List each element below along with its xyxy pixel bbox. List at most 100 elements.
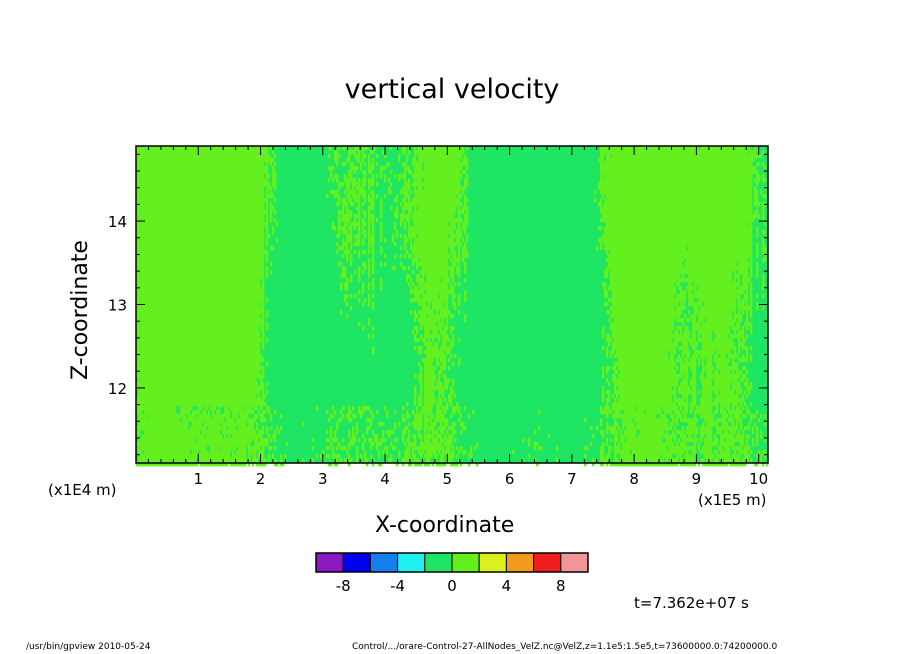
heatmap-cell	[186, 282, 189, 287]
heatmap-cell	[214, 310, 217, 315]
heatmap-cell	[210, 202, 213, 207]
heatmap-cell	[184, 274, 187, 279]
heatmap-cell	[224, 410, 227, 415]
heatmap-cell	[238, 318, 241, 323]
heatmap-cell	[186, 322, 189, 327]
heatmap-cell	[148, 302, 151, 307]
heatmap-cell	[212, 222, 215, 227]
heatmap-cell	[230, 378, 233, 383]
heatmap-cell	[212, 226, 215, 231]
heatmap-cell	[192, 314, 195, 319]
heatmap-cell	[178, 266, 181, 271]
heatmap-cell	[190, 282, 193, 287]
heatmap-cell	[220, 438, 223, 443]
heatmap-cell	[224, 266, 227, 271]
heatmap-cell	[200, 190, 203, 195]
heatmap-cell	[152, 338, 155, 343]
heatmap-cell	[192, 270, 195, 275]
heatmap-cell	[138, 350, 141, 355]
heatmap-cell	[242, 438, 245, 443]
heatmap-cell	[262, 394, 265, 399]
heatmap-cell	[138, 162, 141, 167]
heatmap-cell	[214, 418, 217, 423]
heatmap-cell	[224, 374, 227, 379]
heatmap-cell	[186, 390, 189, 395]
heatmap-cell	[152, 446, 155, 451]
heatmap-cell	[190, 230, 193, 235]
heatmap-cell	[160, 394, 163, 399]
heatmap-cell	[230, 390, 233, 395]
heatmap-cell	[196, 170, 199, 175]
heatmap-cell	[192, 242, 195, 247]
heatmap-cell	[168, 322, 171, 327]
heatmap-cell	[250, 254, 253, 259]
heatmap-cell	[244, 294, 247, 299]
heatmap-cell	[222, 186, 225, 191]
heatmap-cell	[198, 398, 201, 403]
heatmap-cell	[212, 274, 215, 279]
heatmap-cell	[210, 422, 213, 427]
heatmap-cell	[228, 426, 231, 431]
heatmap-cell	[260, 450, 263, 455]
heatmap-cell	[186, 298, 189, 303]
heatmap-cell	[258, 402, 261, 407]
heatmap-cell	[248, 242, 251, 247]
heatmap-cell	[170, 246, 173, 251]
heatmap-cell	[156, 338, 159, 343]
heatmap-cell	[254, 294, 257, 299]
heatmap-cell	[234, 386, 237, 391]
heatmap-cell	[180, 346, 183, 351]
heatmap-cell	[252, 410, 255, 415]
heatmap-cell	[254, 314, 257, 319]
heatmap-cell	[264, 182, 267, 187]
heatmap-cell	[218, 250, 221, 255]
heatmap-cell	[238, 262, 241, 267]
heatmap-cell	[218, 334, 221, 339]
heatmap-cell	[156, 458, 159, 463]
heatmap-cell	[214, 314, 217, 319]
heatmap-cell	[202, 442, 205, 447]
heatmap-cell	[254, 350, 257, 355]
heatmap-cell	[208, 262, 211, 267]
heatmap-cell	[166, 250, 169, 255]
heatmap-cell	[186, 442, 189, 447]
heatmap-cell	[164, 458, 167, 463]
heatmap-cell	[154, 238, 157, 243]
heatmap-cell	[218, 154, 221, 159]
heatmap-cell	[216, 274, 219, 279]
heatmap-cell	[236, 230, 239, 235]
heatmap-cell	[206, 258, 209, 263]
heatmap-cell	[144, 294, 147, 299]
heatmap-cell	[138, 310, 141, 315]
heatmap-cell	[140, 286, 143, 291]
heatmap-cell	[232, 286, 235, 291]
heatmap-cell	[180, 378, 183, 383]
heatmap-cell	[202, 194, 205, 199]
heatmap-cell	[172, 426, 175, 431]
heatmap-cell	[214, 250, 217, 255]
heatmap-cell	[142, 162, 145, 167]
heatmap-cell	[260, 434, 263, 439]
heatmap-cell	[186, 150, 189, 155]
heatmap-cell	[236, 442, 239, 447]
heatmap-cell	[172, 246, 175, 251]
heatmap-cell	[148, 282, 151, 287]
heatmap-cell	[196, 266, 199, 271]
heatmap-cell	[148, 182, 151, 187]
heatmap-cell	[140, 326, 143, 331]
heatmap-cell	[190, 318, 193, 323]
heatmap-cell	[166, 306, 169, 311]
heatmap-cell	[170, 398, 173, 403]
heatmap-cell	[216, 222, 219, 227]
heatmap-cell	[230, 206, 233, 211]
heatmap-cell	[194, 286, 197, 291]
heatmap-cell	[262, 370, 265, 375]
heatmap-cell	[230, 234, 233, 239]
heatmap-cell	[206, 330, 209, 335]
heatmap-cell	[210, 434, 213, 439]
heatmap-cell	[138, 462, 141, 467]
heatmap-cell	[256, 270, 259, 275]
heatmap-cell	[180, 422, 183, 427]
heatmap-cell	[252, 454, 255, 459]
heatmap-cell	[170, 458, 173, 463]
